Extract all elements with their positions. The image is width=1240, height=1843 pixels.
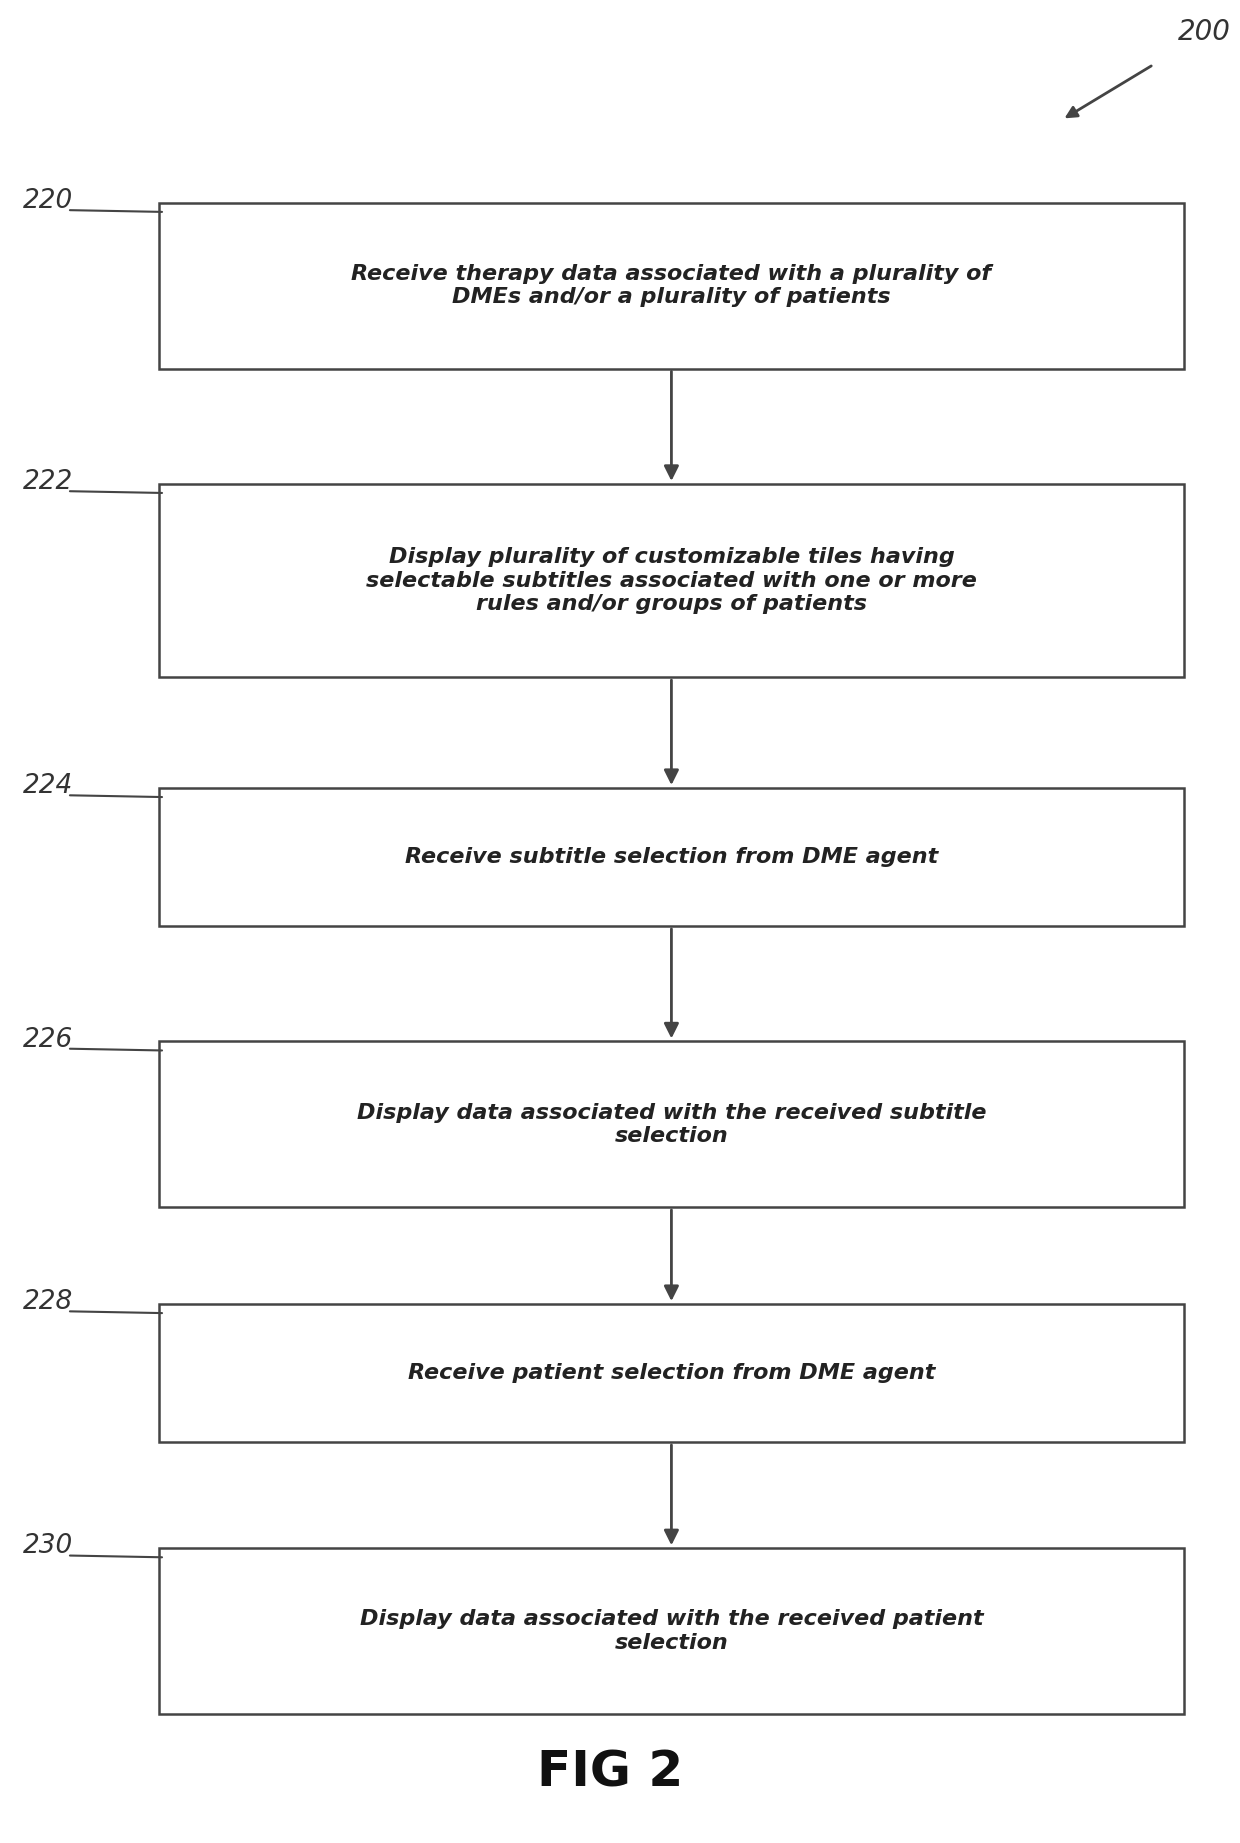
Text: 200: 200: [1178, 18, 1231, 46]
Text: Receive subtitle selection from DME agent: Receive subtitle selection from DME agen…: [404, 848, 937, 866]
FancyBboxPatch shape: [159, 1305, 1184, 1441]
FancyBboxPatch shape: [159, 483, 1184, 676]
Text: Display data associated with the received subtitle
selection: Display data associated with the receive…: [357, 1102, 986, 1146]
Text: 230: 230: [24, 1533, 73, 1559]
Text: Receive patient selection from DME agent: Receive patient selection from DME agent: [408, 1364, 935, 1382]
Text: Display data associated with the received patient
selection: Display data associated with the receive…: [360, 1609, 983, 1653]
Text: FIG 2: FIG 2: [537, 1749, 683, 1797]
FancyBboxPatch shape: [159, 1041, 1184, 1207]
Text: 222: 222: [24, 468, 73, 496]
FancyBboxPatch shape: [159, 203, 1184, 369]
FancyBboxPatch shape: [159, 789, 1184, 925]
Text: 226: 226: [24, 1027, 73, 1052]
FancyBboxPatch shape: [159, 1548, 1184, 1714]
Text: 228: 228: [24, 1290, 73, 1316]
Text: 220: 220: [24, 188, 73, 214]
Text: Receive therapy data associated with a plurality of
DMEs and/or a plurality of p: Receive therapy data associated with a p…: [351, 264, 992, 308]
Text: Display plurality of customizable tiles having
selectable subtitles associated w: Display plurality of customizable tiles …: [366, 547, 977, 614]
Text: 224: 224: [24, 774, 73, 800]
